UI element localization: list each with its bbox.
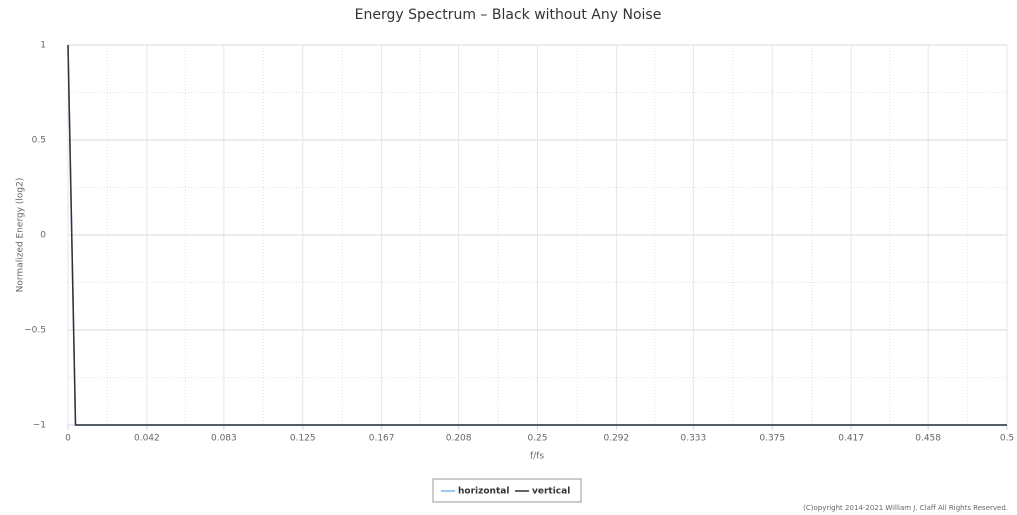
x-tick-label: 0.208 bbox=[446, 434, 472, 444]
y-tick-label: 1 bbox=[40, 41, 46, 51]
x-tick-label: 0.125 bbox=[290, 434, 316, 444]
series-line bbox=[67, 44, 1007, 426]
y-axis-label: Normalized Energy (log2) bbox=[16, 178, 26, 293]
legend-box bbox=[432, 478, 582, 503]
x-tick-label: 0.292 bbox=[603, 434, 629, 444]
chart-title: Energy Spectrum – Black without Any Nois… bbox=[355, 7, 662, 23]
x-tick-label: 0.083 bbox=[211, 434, 237, 444]
credits: (C)opyright 2014-2021 William J. Claff A… bbox=[803, 504, 1008, 512]
y-tick-label: 0 bbox=[40, 231, 46, 241]
x-tick-label: 0.5 bbox=[1000, 434, 1014, 444]
x-tick-label: 0.333 bbox=[680, 434, 706, 444]
x-tick-label: 0.042 bbox=[134, 434, 160, 444]
y-tick-label: −0.5 bbox=[24, 326, 46, 336]
y-tick-label: −1 bbox=[33, 421, 46, 431]
x-tick-label: 0.25 bbox=[527, 434, 547, 444]
x-axis-label: f/fs bbox=[530, 452, 544, 462]
x-tick-label: 0 bbox=[65, 434, 71, 444]
x-tick-label: 0.167 bbox=[369, 434, 395, 444]
legend-label: horizontal bbox=[458, 487, 509, 497]
x-tick-label: 0.375 bbox=[759, 434, 785, 444]
x-tick-label: 0.417 bbox=[838, 434, 864, 444]
x-tick-label: 0.458 bbox=[915, 434, 941, 444]
legend-label: vertical bbox=[532, 487, 570, 497]
y-tick-label: 0.5 bbox=[32, 136, 46, 146]
